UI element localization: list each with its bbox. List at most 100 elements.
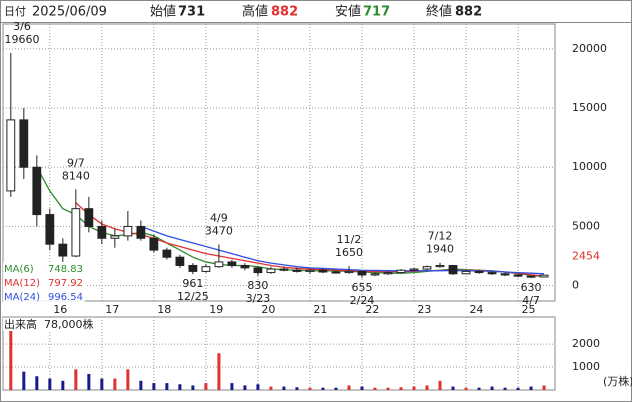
annotation-value: 19660 (5, 33, 40, 46)
ma-legend-name: MA(12) (4, 278, 40, 289)
candle-body (266, 268, 276, 274)
x-tick-label: 16 (53, 303, 67, 316)
volume-last: 78,000株 (44, 317, 94, 331)
candle-body (175, 256, 185, 266)
volume-bar (74, 369, 78, 390)
annotation-date: 3/23 (246, 292, 271, 305)
candle-body (383, 272, 393, 275)
volume-bar (529, 386, 533, 390)
date-label: 日付 (4, 5, 26, 18)
low: 717 (363, 5, 390, 20)
candle-body (253, 267, 263, 274)
annotation-date: 4/9 (210, 212, 228, 225)
annotation-value: 630 (521, 281, 542, 294)
price-plot (2, 23, 556, 302)
open-label: 始値 (150, 4, 176, 20)
annotation-value: 655 (351, 281, 372, 294)
volume-bar (256, 384, 260, 390)
volume-bar (22, 371, 26, 390)
annotation-value: 1940 (426, 243, 454, 256)
annotation-value: 830 (247, 279, 268, 292)
candle-body (487, 272, 497, 275)
annotation-date: 7/12 (428, 230, 453, 243)
volume-bar (9, 323, 13, 390)
volume-bar (243, 385, 247, 390)
moving-average-line (140, 225, 545, 275)
volume-bar (477, 387, 481, 390)
volume-bar (139, 380, 143, 390)
volume-bar (542, 385, 546, 390)
candle-body (448, 264, 458, 275)
ma-legend-name: MA(24) (4, 292, 40, 303)
annotation-value: 8140 (62, 169, 90, 182)
volume-bar (464, 387, 468, 390)
volume-tick-label: 2000 (572, 337, 600, 350)
ma-legend-value: 748.83 (48, 264, 83, 275)
annotation-date: 3/6 (13, 20, 31, 33)
volume-bar (204, 383, 208, 390)
candle-body (71, 208, 81, 257)
volume-bar (295, 387, 299, 390)
volume-bar (126, 369, 130, 390)
candle-body (97, 225, 107, 239)
moving-average-line (36, 166, 545, 278)
volume-bar (217, 353, 221, 390)
candle-body (227, 261, 237, 266)
candle-body (58, 243, 68, 257)
candle-body (331, 271, 341, 274)
candle-body (370, 273, 380, 276)
candle-body (162, 249, 172, 258)
high-label: 高値 (242, 4, 268, 20)
candle-body (526, 275, 536, 278)
open: 731 (178, 5, 205, 20)
y-tick-label: 10000 (572, 160, 607, 173)
low-label: 安値 (335, 4, 361, 20)
volume-bar (165, 383, 169, 390)
y-tick-label: 20000 (572, 42, 607, 55)
x-tick-label: 21 (313, 303, 327, 316)
volume-bar (152, 383, 156, 390)
volume-bar (230, 383, 234, 390)
candle-body (214, 261, 224, 268)
x-tick-label: 22 (365, 303, 379, 316)
volume-bar (321, 387, 325, 390)
close-label: 終値 (426, 4, 452, 20)
x-tick-label: 17 (105, 303, 119, 316)
annotation-date: 9/7 (67, 156, 85, 169)
volume-unit: (万株) (603, 374, 632, 388)
candle-body (110, 235, 120, 239)
candle-body (461, 270, 471, 275)
volume-bar (438, 380, 442, 390)
volume-plot (2, 316, 556, 391)
volume-bar (87, 373, 91, 390)
volume-bar (516, 387, 520, 390)
volume-bar (191, 385, 195, 390)
annotation-value: 3470 (205, 225, 233, 238)
candle-body (240, 264, 250, 269)
volume-bar (61, 380, 65, 390)
date: 2025/06/09 (32, 5, 107, 20)
volume-bar (347, 385, 351, 390)
candle-body (344, 270, 354, 274)
volume-bar (282, 386, 286, 390)
volume-bar (113, 378, 117, 390)
x-tick-label: 24 (469, 303, 483, 316)
price-marker: 2454 (572, 250, 600, 263)
ma-legend-box (3, 262, 85, 304)
x-tick-label: 18 (157, 303, 171, 316)
candle-body (6, 119, 16, 192)
annotation-date: 11/2 (337, 233, 362, 246)
volume-title: 出来高 (4, 317, 37, 331)
volume-bar (399, 387, 403, 390)
candle-body (201, 266, 211, 272)
x-tick-label: 25 (521, 303, 535, 316)
annotation-value: 961 (182, 277, 203, 290)
candle-body (279, 268, 289, 271)
y-tick-label: 5000 (572, 219, 600, 232)
annotation-date: 2/24 (350, 294, 375, 307)
volume-bar (269, 386, 273, 390)
volume-bar (425, 385, 429, 390)
